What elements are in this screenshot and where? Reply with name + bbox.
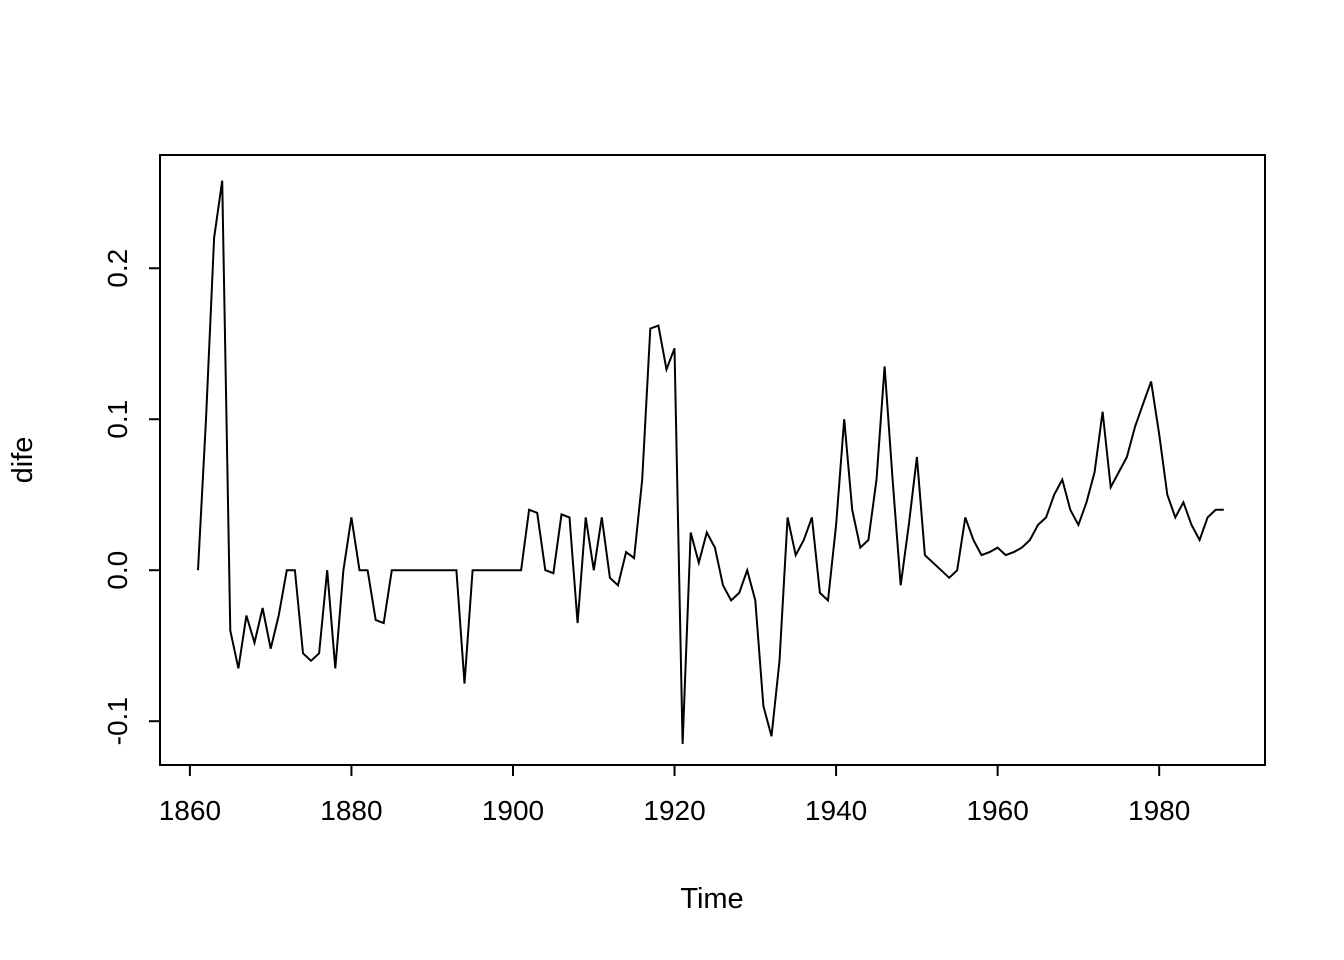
x-axis-ticks: 1860 1880 1900 1920 1940 1960 1980 xyxy=(159,765,1190,826)
x-tick-label: 1860 xyxy=(159,795,221,826)
x-tick-label: 1900 xyxy=(482,795,544,826)
y-tick-label: -0.1 xyxy=(102,697,133,745)
y-tick-label: 0.0 xyxy=(102,551,133,590)
x-tick-label: 1980 xyxy=(1128,795,1190,826)
y-axis-ticks: -0.1 0.0 0.1 0.2 xyxy=(102,249,160,745)
x-tick-label: 1920 xyxy=(643,795,705,826)
x-tick-label: 1940 xyxy=(805,795,867,826)
x-tick-label: 1960 xyxy=(966,795,1028,826)
y-tick-label: 0.1 xyxy=(102,400,133,439)
x-axis-label: Time xyxy=(680,883,743,915)
y-axis-label: dife xyxy=(7,437,39,484)
series-line xyxy=(197,180,1224,744)
plot-border-box xyxy=(159,154,1266,766)
x-tick-label: 1880 xyxy=(320,795,382,826)
y-tick-label: 0.2 xyxy=(102,249,133,288)
